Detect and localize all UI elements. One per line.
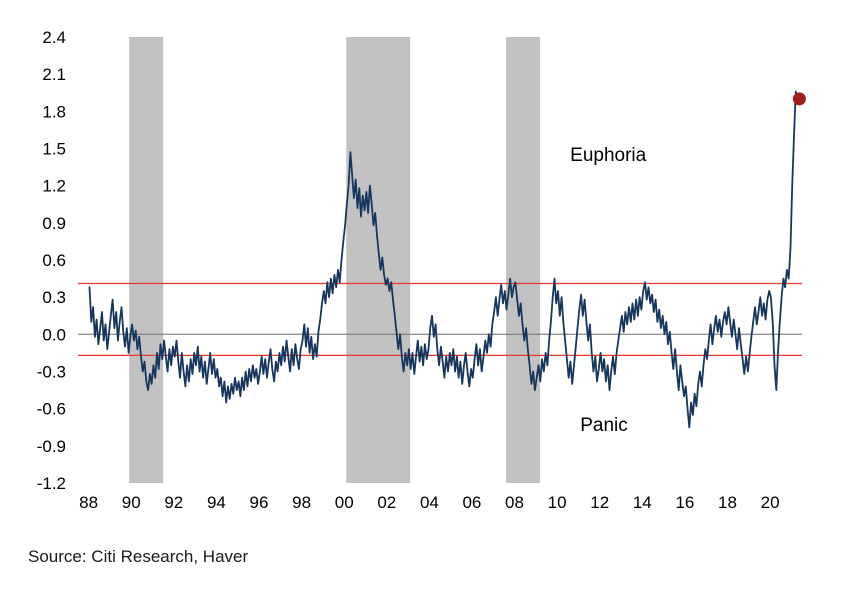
data-line — [88, 90, 801, 429]
x-tick-label: 16 — [675, 493, 694, 512]
y-tick-label: 0.3 — [42, 288, 66, 307]
x-tick-label: 12 — [590, 493, 609, 512]
x-tick-label: 02 — [377, 493, 396, 512]
y-tick-label: -1.2 — [37, 474, 66, 493]
chart-canvas: Euphoria Panic -1.2 -0.9 -0.6 -0.3 0.0 0.3 0.6 0.… — [37, 28, 806, 512]
y-tick-label: 0.0 — [42, 325, 66, 344]
recession-band — [346, 37, 411, 483]
latest-point-marker — [792, 92, 806, 106]
y-tick-label: -0.9 — [37, 437, 66, 456]
source-note: Source: Citi Research, Haver — [28, 547, 249, 566]
recession-band — [129, 37, 164, 483]
x-tick-label: 04 — [420, 493, 439, 512]
y-tick-label: -0.3 — [37, 363, 66, 382]
x-tick-label: 06 — [462, 493, 481, 512]
y-tick-label: -0.6 — [37, 400, 66, 419]
annotation-panic: Panic — [580, 415, 628, 436]
x-tick-label: 10 — [548, 493, 567, 512]
x-tick-label: 94 — [207, 493, 226, 512]
recession-band — [506, 37, 541, 483]
x-tick-label: 96 — [250, 493, 269, 512]
y-tick-label: 0.9 — [42, 214, 66, 233]
y-tick-label: 1.2 — [42, 177, 66, 196]
x-tick-label: 88 — [79, 493, 98, 512]
x-tick-label: 98 — [292, 493, 311, 512]
y-tick-label: 0.6 — [42, 251, 66, 270]
x-tick-label: 92 — [164, 493, 183, 512]
x-tick-label: 18 — [718, 493, 737, 512]
x-tick-label: 08 — [505, 493, 524, 512]
x-tick-label: 14 — [633, 493, 652, 512]
annotation-euphoria: Euphoria — [570, 145, 646, 166]
x-tick-label: 00 — [335, 493, 354, 512]
y-tick-label: 2.4 — [42, 28, 66, 47]
y-tick-label: 1.5 — [42, 140, 66, 159]
y-tick-label: 2.1 — [42, 65, 66, 84]
x-tick-label: 20 — [761, 493, 780, 512]
x-tick-label: 90 — [122, 493, 141, 512]
y-tick-label: 1.8 — [42, 102, 66, 121]
